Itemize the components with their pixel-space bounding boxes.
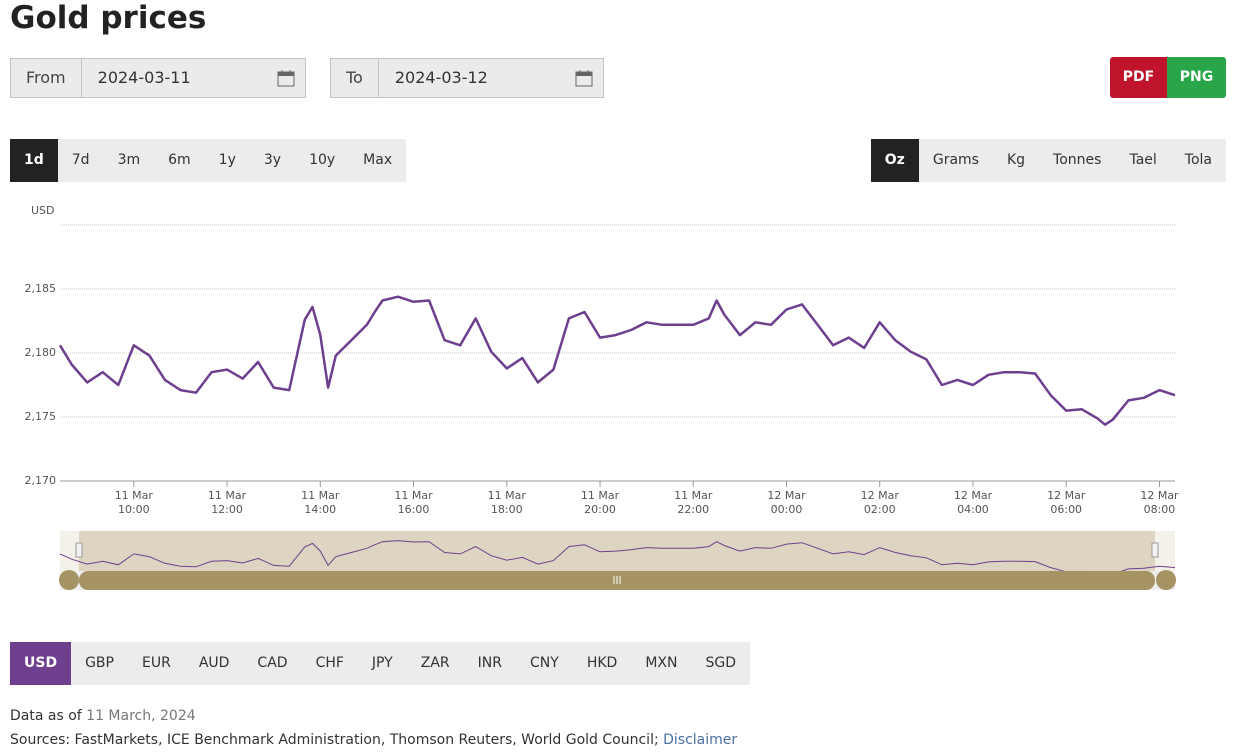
x-tick-label: 12 Mar 02:00 bbox=[860, 489, 899, 516]
navigator-handle[interactable] bbox=[75, 542, 83, 558]
currencie-button[interactable]: MXN bbox=[645, 655, 678, 671]
scrollbar-arrow bbox=[59, 570, 79, 590]
currencie-button[interactable]: INR bbox=[477, 655, 502, 671]
unit-selector: Oz Grams Kg Tonnes Tael Tola bbox=[870, 139, 1226, 182]
currencie-button[interactable]: HKD bbox=[586, 655, 618, 671]
calendar-icon[interactable] bbox=[575, 69, 593, 87]
range-button[interactable]: 1y bbox=[218, 152, 236, 168]
y-tick-label: 2,180 bbox=[25, 346, 57, 359]
range-button[interactable]: 10y bbox=[309, 152, 336, 168]
range-button[interactable]: 7d bbox=[71, 152, 90, 168]
unit-button[interactable]: Tola bbox=[1184, 152, 1212, 168]
range-selector: 1d 7d 3m 6m 1y 3y 10y Max bbox=[10, 139, 407, 182]
unit-button[interactable]: Kg bbox=[1006, 152, 1026, 168]
x-tick-label: 11 Mar 12:00 bbox=[207, 489, 247, 516]
y-tick-label: 2,185 bbox=[25, 282, 57, 295]
unit-button[interactable]: Grams bbox=[932, 152, 979, 168]
page-title: Gold prices bbox=[10, 0, 207, 36]
x-tick-label: 11 Mar 14:00 bbox=[301, 489, 340, 516]
chart: USD 2,170 2,175 2,180 2,185 bbox=[25, 204, 1176, 590]
currencie-button[interactable]: CAD bbox=[257, 655, 288, 671]
scrollbar-arrow bbox=[1156, 570, 1176, 590]
to-value[interactable]: 2024-03-12 bbox=[394, 68, 488, 87]
currencie-button[interactable]: GBP bbox=[85, 655, 114, 671]
currencie-button[interactable]: SGD bbox=[705, 655, 736, 671]
range-button[interactable]: 1d bbox=[10, 139, 58, 182]
unit-button[interactable]: Tael bbox=[1129, 152, 1157, 168]
currencie-button[interactable]: CHF bbox=[315, 655, 344, 671]
x-tick-label: 11 Mar 16:00 bbox=[394, 489, 433, 516]
png-button[interactable]: PNG bbox=[1167, 57, 1226, 98]
data-as-of-date: 11 March, 2024 bbox=[86, 708, 196, 724]
navigator-handle[interactable] bbox=[1151, 542, 1159, 558]
x-tick-label: 11 Mar 18:00 bbox=[487, 489, 526, 516]
currencie-button[interactable]: USD bbox=[10, 642, 72, 685]
range-button[interactable]: 6m bbox=[168, 152, 191, 168]
calendar-icon[interactable] bbox=[277, 69, 295, 87]
range-button[interactable]: Max bbox=[363, 152, 393, 168]
sources-text: Sources: FastMarkets, ICE Benchmark Admi… bbox=[10, 732, 659, 748]
from-field[interactable]: From 2024-03-11 bbox=[10, 58, 306, 98]
price-line bbox=[58, 295, 1176, 426]
currencie-button[interactable]: ZAR bbox=[420, 655, 450, 671]
y-tick-label: 2,175 bbox=[25, 410, 57, 423]
currencie-button[interactable]: CNY bbox=[530, 655, 559, 671]
unit-button[interactable]: Tonnes bbox=[1053, 152, 1102, 168]
x-tick-label: 12 Mar 04:00 bbox=[953, 489, 993, 516]
data-as-of-label: Data as of bbox=[10, 708, 82, 724]
x-tick-label: 11 Mar 22:00 bbox=[674, 489, 713, 516]
currencie-button[interactable]: AUD bbox=[198, 655, 230, 671]
range-button[interactable]: 3m bbox=[117, 152, 141, 168]
x-tick-label: 12 Mar 00:00 bbox=[767, 489, 806, 516]
data-as-of: Data as of 11 March, 2024 bbox=[10, 708, 196, 724]
disclaimer-link[interactable]: Disclaimer bbox=[663, 732, 738, 748]
range-button[interactable]: 3y bbox=[263, 152, 282, 168]
x-tick-label: 12 Mar 08:00 bbox=[1140, 489, 1179, 516]
x-tick-label: 12 Mar 06:00 bbox=[1047, 489, 1086, 516]
y-axis-label: USD bbox=[31, 204, 55, 217]
to-field[interactable]: To 2024-03-12 bbox=[330, 58, 604, 98]
navigator-line bbox=[59, 540, 1176, 577]
to-label: To bbox=[331, 59, 379, 97]
y-tick-label: 2,170 bbox=[25, 474, 57, 487]
x-tick-label: 11 Mar 20:00 bbox=[580, 489, 620, 516]
x-tick-label: 11 Mar 10:00 bbox=[114, 489, 153, 516]
currencie-button[interactable]: EUR bbox=[141, 655, 171, 671]
pdf-button[interactable]: PDF bbox=[1110, 57, 1167, 98]
unit-button[interactable]: Oz bbox=[870, 139, 919, 182]
currency-selector: USD GBP EUR AUD CAD CHF JPY ZAR INR CNY HKD MXN SGD bbox=[10, 642, 750, 685]
currencie-button[interactable]: JPY bbox=[371, 655, 393, 671]
scrollbar-grip bbox=[613, 576, 621, 584]
from-value[interactable]: 2024-03-11 bbox=[97, 68, 191, 87]
sources: Sources: FastMarkets, ICE Benchmark Admi… bbox=[10, 732, 737, 748]
from-label: From bbox=[11, 59, 82, 97]
